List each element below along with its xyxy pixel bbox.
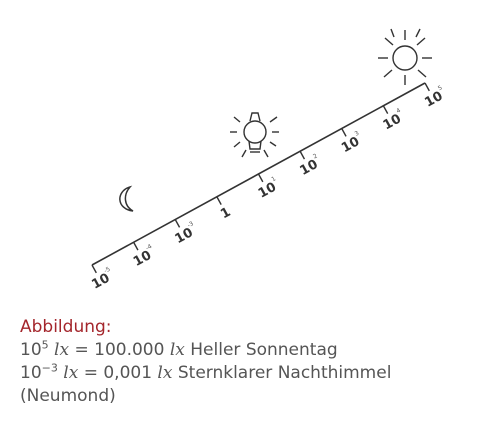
scale-tick-label: 10 bbox=[422, 89, 445, 111]
scale-tick-label: 1 bbox=[218, 205, 233, 223]
scale-tick-label: 10 bbox=[131, 248, 154, 270]
scale-tick-label: 10 bbox=[381, 112, 404, 134]
scale-tick bbox=[91, 264, 97, 274]
sun-icon bbox=[378, 28, 432, 85]
caption-line-sunny-day: 105 lx = 100.000 lx Heller Sonnentag bbox=[20, 338, 338, 360]
scale-tick bbox=[382, 105, 389, 114]
scale-tick-exponent: -3 bbox=[186, 220, 195, 229]
figure-caption: Abbildung: 105 lx = 100.000 lx Heller So… bbox=[20, 316, 480, 408]
scale-tick-label: 10 bbox=[173, 225, 196, 247]
scale-tick-label: 10 bbox=[89, 271, 112, 293]
scale-tick-label: 10 bbox=[256, 180, 279, 202]
scale-tick bbox=[216, 196, 222, 205]
scale-tick-exponent: 1 bbox=[270, 175, 277, 183]
scale-tick bbox=[299, 150, 306, 160]
scale-tick bbox=[257, 173, 264, 183]
caption-line-starry-night: 10−3 lx = 0,001 lx Sternklarer Nachthimm… bbox=[20, 361, 392, 383]
caption-title: Abbildung: bbox=[20, 317, 112, 337]
scale-tick-exponent: -5 bbox=[103, 266, 112, 275]
caption-line-new-moon: (Neumond) bbox=[20, 386, 116, 406]
scale-tick-label: 10 bbox=[339, 134, 362, 156]
scale-tick bbox=[133, 241, 139, 251]
scale-tick-exponent: 2 bbox=[312, 152, 319, 160]
scale-tick-exponent: 5 bbox=[437, 84, 444, 92]
scale-tick-label: 10 bbox=[298, 157, 321, 179]
scale-tick bbox=[174, 219, 181, 228]
scale-tick-exponent: -4 bbox=[145, 243, 154, 252]
scale-tick-exponent: 4 bbox=[395, 107, 402, 115]
scale-tick bbox=[424, 82, 430, 92]
lightbulb-icon bbox=[230, 112, 279, 158]
moon-icon bbox=[119, 185, 134, 212]
scale-tick-exponent: 3 bbox=[354, 130, 361, 138]
scale-tick bbox=[341, 128, 347, 137]
